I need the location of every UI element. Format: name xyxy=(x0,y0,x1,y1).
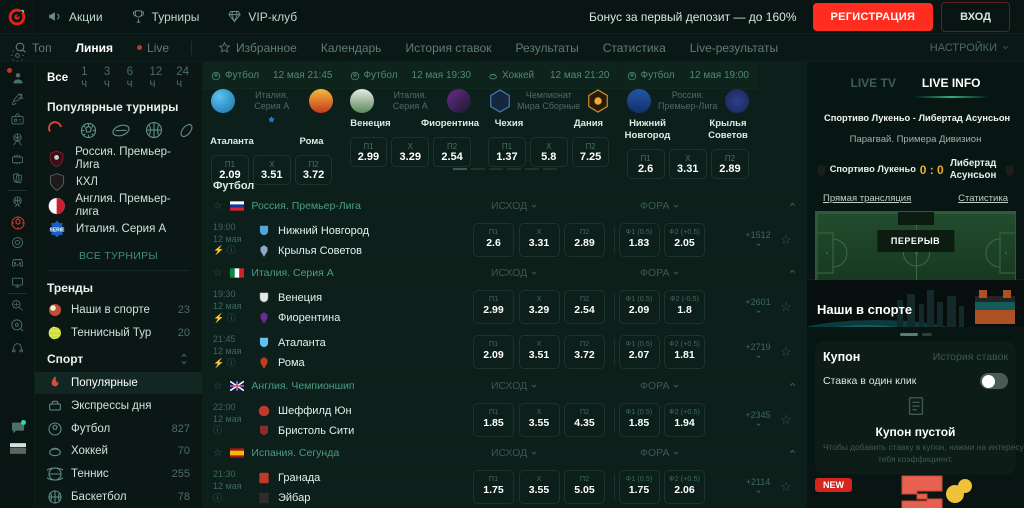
svg-text:SERIE: SERIE xyxy=(49,228,65,234)
